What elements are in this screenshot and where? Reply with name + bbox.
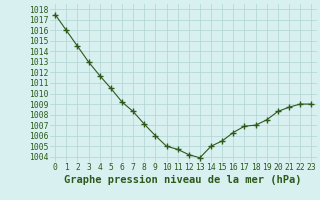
X-axis label: Graphe pression niveau de la mer (hPa): Graphe pression niveau de la mer (hPa) bbox=[64, 175, 302, 185]
